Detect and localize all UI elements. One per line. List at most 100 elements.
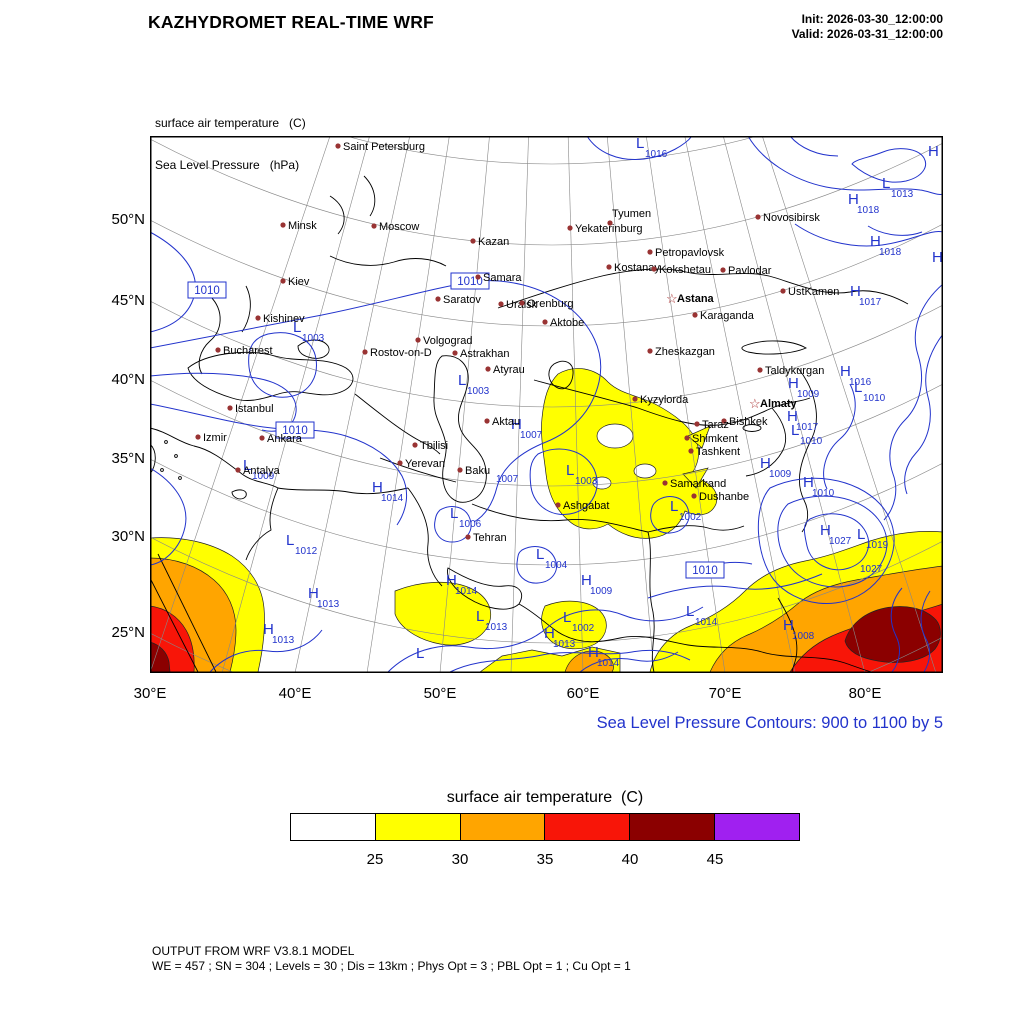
pressure-center-letter: H	[820, 522, 831, 539]
city-label: Bishkek	[729, 416, 768, 428]
contour-caption: Sea Level Pressure Contours: 900 to 1100…	[596, 714, 943, 732]
city-label: Istanbul	[235, 403, 274, 415]
lat-tick-label: 40°N	[111, 371, 145, 388]
border-kazakhstan-south	[533, 379, 811, 426]
isobar-contour	[803, 513, 869, 571]
pressure-center-letter: L	[476, 608, 484, 625]
city-label: Kyzylorda	[640, 394, 689, 406]
border-iran-afghanistan	[647, 531, 655, 673]
contour-label-value: 1010	[194, 285, 220, 297]
azov-sea-coast	[297, 339, 330, 359]
city-label: Almaty	[760, 398, 798, 410]
coastlines-borders	[150, 175, 909, 673]
pressure-center-letter: L	[243, 457, 251, 474]
isobar-contour	[794, 223, 943, 247]
pressure-center-letter: H	[850, 283, 861, 300]
legend-color-cell	[375, 813, 461, 841]
meridian-line	[762, 136, 937, 673]
isobar-contour	[434, 506, 472, 543]
pressure-value: 1013	[317, 599, 340, 610]
city-label: Ankara	[267, 433, 303, 445]
border-baltics	[363, 175, 376, 217]
isobar-contour	[516, 546, 557, 584]
isobar-contour	[449, 649, 691, 673]
meridian-line	[606, 136, 655, 673]
pressure-value: 1009	[797, 389, 820, 400]
city-dot	[484, 418, 490, 424]
pressure-value: 1007	[496, 474, 519, 485]
cyprus-coast	[231, 489, 247, 500]
city-dot	[647, 348, 653, 354]
pressure-value: 1013	[272, 635, 295, 646]
isobar-contour	[777, 495, 888, 588]
run-times: Init: 2026-03-30_12:00:00 Valid: 2026-03…	[792, 12, 943, 42]
city-dot	[632, 396, 638, 402]
aegean-island	[164, 440, 168, 444]
lat-tick-label: 50°N	[111, 211, 145, 228]
city-dot	[694, 421, 700, 427]
lon-tick-label: 50°E	[423, 685, 457, 702]
border-ukraine-russia	[329, 255, 447, 267]
lat-tick-label: 35°N	[111, 450, 145, 467]
city-dot	[607, 220, 613, 226]
city-dot	[567, 225, 573, 231]
pressure-center-letter: H	[932, 249, 943, 266]
pressure-center-letter: L	[882, 175, 890, 192]
lon-tick-label: 60°E	[566, 685, 600, 702]
pressure-center-letter: H	[760, 455, 771, 472]
lon-tick-label: 30°E	[133, 685, 167, 702]
city-dot	[651, 266, 657, 272]
capital-star-marker: ☆	[749, 396, 761, 411]
city-label: Zheskazgan	[655, 346, 715, 358]
city-label: Rostov-on-D	[370, 347, 432, 359]
isobar-contour	[248, 332, 317, 398]
city-dot	[780, 288, 786, 294]
isobar-contour	[650, 496, 690, 534]
city-dot	[519, 300, 525, 306]
pressure-center-letter: H	[372, 479, 383, 496]
pressure-value: 1027	[860, 564, 883, 575]
city-label: Astana	[677, 293, 715, 305]
lake-balkhash	[741, 340, 808, 355]
city-label: Baku	[465, 465, 490, 477]
temperature-fill-layer	[150, 368, 943, 673]
pressure-center-letter: H	[308, 585, 319, 602]
legend-colorbar	[290, 813, 800, 841]
city-label: Karaganda	[700, 310, 755, 322]
footer-line-2: WE = 457 ; SN = 304 ; Levels = 30 ; Dis …	[152, 959, 631, 973]
pressure-center-letter: L	[791, 422, 799, 439]
pressure-value: 1002	[679, 512, 702, 523]
pressure-value: 1014	[695, 617, 718, 628]
city-dot	[255, 315, 261, 321]
pressure-value: 1014	[455, 586, 478, 597]
city-dot	[470, 238, 476, 244]
isobar-contour	[150, 372, 297, 432]
contour-label-value: 1010	[282, 425, 308, 437]
city-dot	[457, 467, 463, 473]
city-label: Bucharest	[223, 345, 273, 357]
pressure-center-letter: L	[566, 462, 574, 479]
city-dot	[647, 249, 653, 255]
temp-region-darkred	[150, 641, 171, 673]
temp-region-hole	[633, 463, 657, 479]
isobar-contour	[150, 467, 187, 566]
city-dot	[757, 367, 763, 373]
city-label: Saratov	[443, 294, 481, 306]
city-label: Kostanay	[614, 262, 660, 274]
city-dot	[435, 296, 441, 302]
isobar-contour	[920, 590, 931, 673]
pressure-center-letter: L	[636, 136, 644, 152]
capital-star-marker: ☆	[666, 291, 678, 306]
isobar-contour	[579, 651, 679, 673]
city-label: Petropavlovsk	[655, 247, 725, 259]
border-turkey-south	[277, 487, 409, 495]
legend-title: surface air temperature (C)	[446, 789, 644, 806]
pressure-center-letter: H	[870, 233, 881, 250]
pressure-value: 1018	[857, 205, 880, 216]
isobar-contour	[150, 280, 602, 523]
meridian-line	[722, 136, 866, 673]
page-title: KAZHYDROMET REAL-TIME WRF	[148, 12, 434, 32]
caucasus-line	[354, 393, 441, 455]
pressure-value: 1016	[645, 149, 668, 160]
